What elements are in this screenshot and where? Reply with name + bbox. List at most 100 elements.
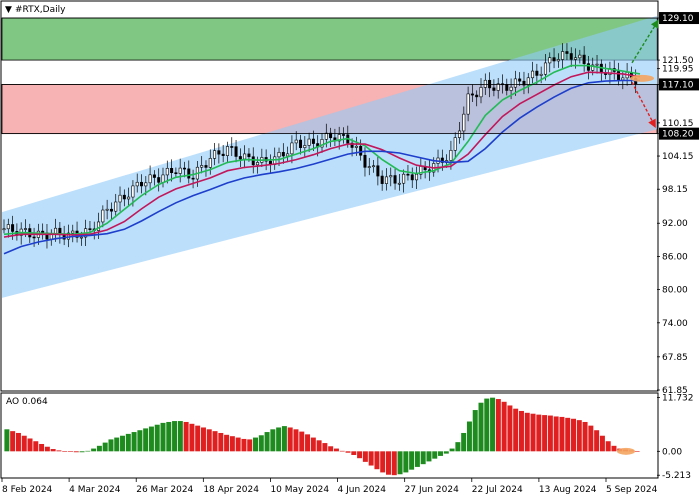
ao-bar xyxy=(547,415,553,452)
ao-bar xyxy=(443,451,449,454)
ao-bar xyxy=(73,451,79,453)
price-end-marker xyxy=(630,74,654,82)
ao-bar xyxy=(189,423,195,452)
candle-body xyxy=(320,139,324,148)
ao-bar xyxy=(513,408,519,452)
x-tick-label: 4 Jun 2024 xyxy=(338,485,387,495)
ao-bar xyxy=(553,416,559,452)
ao-bar xyxy=(542,415,548,452)
candle-body xyxy=(509,86,513,91)
x-tick-label: 26 Mar 2024 xyxy=(136,485,193,495)
candle-body xyxy=(243,153,247,160)
candle-body xyxy=(458,130,462,138)
ao-bar xyxy=(339,450,345,452)
ao-bar xyxy=(634,451,640,452)
arrow-up-icon xyxy=(631,19,659,64)
ao-bar xyxy=(91,448,97,452)
ao-bar xyxy=(15,432,21,452)
candle-body xyxy=(217,150,221,155)
ao-bar xyxy=(351,451,357,455)
y-tick-label: 110.15 xyxy=(662,119,694,129)
ao-bar xyxy=(368,451,374,466)
candle-body xyxy=(350,142,354,148)
ao-bar xyxy=(530,413,536,452)
candle-body xyxy=(449,149,453,161)
forecast-arrows xyxy=(631,19,659,128)
candle-body xyxy=(539,73,543,76)
candle-body xyxy=(556,59,560,62)
ao-bar xyxy=(148,426,154,452)
candle-body xyxy=(475,94,479,98)
ao-bar xyxy=(403,451,409,473)
ao-bar xyxy=(281,426,287,452)
ao-bar xyxy=(253,437,258,452)
candle-body xyxy=(359,145,363,156)
ao-bar xyxy=(559,416,565,452)
candle-body xyxy=(329,132,333,139)
ao-bar xyxy=(565,417,571,452)
candle-body xyxy=(118,194,122,203)
chart-menu-icon[interactable]: ▼ xyxy=(5,5,12,15)
ao-bar xyxy=(27,438,33,452)
ao-bar xyxy=(588,425,594,452)
series-ma_fast xyxy=(3,64,641,236)
candle-body xyxy=(88,228,92,230)
x-tick-label: 4 Mar 2024 xyxy=(69,485,121,495)
ao-bar xyxy=(172,421,178,452)
ao-bar xyxy=(409,451,415,470)
y-tag-box xyxy=(659,78,699,91)
ao-bar xyxy=(108,439,114,452)
candle-body xyxy=(157,177,161,183)
y-tick-label: 104.15 xyxy=(662,152,694,162)
ao-bar xyxy=(258,435,264,452)
ao-bar xyxy=(299,431,305,452)
x-tick-label: 18 Apr 2024 xyxy=(203,485,259,495)
ao-end-marker xyxy=(617,447,635,455)
channel-layer xyxy=(2,15,657,298)
ao-bar xyxy=(4,429,10,452)
candle-body xyxy=(354,145,358,148)
ao-bar xyxy=(518,410,524,452)
ao-bar xyxy=(56,450,62,452)
candle-body xyxy=(552,57,556,62)
candle-body xyxy=(182,167,186,170)
ao-bar xyxy=(316,440,322,452)
y-tick-label: 92.00 xyxy=(662,219,688,229)
candle-body xyxy=(23,228,27,230)
ao-bar xyxy=(79,451,85,453)
ao-bar xyxy=(611,445,617,452)
candle-body xyxy=(204,165,208,168)
candle-body xyxy=(341,134,345,136)
candle-body xyxy=(174,172,178,175)
ao-bar xyxy=(582,421,588,452)
candle-body xyxy=(247,153,251,158)
candle-body xyxy=(595,63,599,66)
ao-bar xyxy=(397,451,403,475)
candle-body xyxy=(6,224,10,230)
ao-bar xyxy=(524,412,530,452)
candle-body xyxy=(578,54,582,59)
candle-body xyxy=(170,168,174,174)
candle-body xyxy=(548,57,552,64)
ao-bar xyxy=(212,431,218,452)
candle-body xyxy=(178,167,182,174)
ao-bar xyxy=(21,435,27,452)
candle-body xyxy=(281,152,285,157)
ao-bar xyxy=(293,429,299,452)
ao-bar xyxy=(62,451,68,452)
candle-body xyxy=(109,208,113,212)
ao-bar xyxy=(120,435,126,452)
x-tick-label: 13 Aug 2024 xyxy=(539,485,597,495)
ao-axis: 11.732 0.00 -5.213 xyxy=(657,394,694,481)
candle-body xyxy=(290,142,294,155)
candle-body xyxy=(208,158,212,168)
candle-body xyxy=(466,93,470,115)
ao-bar xyxy=(287,427,293,452)
candle-body xyxy=(513,78,517,88)
candle-body xyxy=(161,174,165,183)
ao-bar xyxy=(166,421,172,452)
ao-bar xyxy=(143,428,149,452)
ao-bar xyxy=(206,429,212,452)
candle-body xyxy=(505,84,509,91)
candle-body xyxy=(225,146,229,156)
